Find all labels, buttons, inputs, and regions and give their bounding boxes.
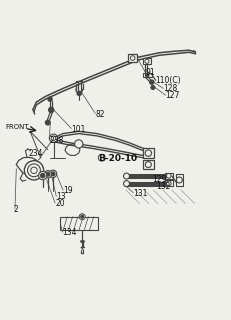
Circle shape	[98, 154, 105, 161]
Circle shape	[46, 172, 50, 176]
Circle shape	[167, 181, 171, 186]
Circle shape	[51, 172, 55, 176]
Circle shape	[131, 56, 135, 60]
Circle shape	[24, 161, 44, 180]
Text: 132: 132	[156, 182, 171, 191]
Circle shape	[49, 108, 54, 112]
Circle shape	[49, 170, 57, 178]
Text: 13: 13	[56, 192, 66, 201]
Text: 131: 131	[134, 189, 148, 198]
Circle shape	[124, 173, 130, 179]
FancyBboxPatch shape	[143, 73, 152, 77]
Text: 110(C): 110(C)	[156, 76, 181, 85]
FancyBboxPatch shape	[176, 174, 183, 186]
Circle shape	[145, 59, 149, 63]
Text: 238: 238	[49, 136, 64, 145]
FancyBboxPatch shape	[143, 160, 154, 169]
Text: FRONT: FRONT	[6, 124, 29, 130]
Text: 19: 19	[63, 187, 73, 196]
Circle shape	[176, 177, 182, 183]
Circle shape	[81, 215, 84, 218]
Text: 2: 2	[13, 205, 18, 214]
Text: B-20-10: B-20-10	[98, 154, 137, 163]
Circle shape	[41, 173, 45, 178]
Circle shape	[48, 97, 52, 101]
Circle shape	[51, 136, 56, 140]
FancyBboxPatch shape	[128, 54, 137, 62]
Circle shape	[150, 80, 154, 84]
Text: 129: 129	[152, 175, 166, 184]
Text: 234: 234	[28, 149, 43, 158]
Text: 82: 82	[95, 109, 105, 119]
FancyBboxPatch shape	[60, 217, 98, 230]
Circle shape	[39, 172, 47, 180]
Circle shape	[46, 120, 50, 125]
Circle shape	[77, 91, 81, 95]
Text: 128: 128	[163, 84, 177, 93]
Circle shape	[31, 167, 37, 173]
Circle shape	[145, 162, 151, 168]
Circle shape	[75, 140, 83, 148]
Circle shape	[79, 214, 85, 220]
FancyBboxPatch shape	[165, 180, 173, 187]
Text: 134: 134	[63, 228, 77, 237]
Text: 20: 20	[55, 199, 65, 208]
FancyBboxPatch shape	[165, 173, 173, 179]
Circle shape	[151, 85, 155, 90]
FancyBboxPatch shape	[143, 148, 154, 158]
Text: 91: 91	[145, 68, 155, 77]
Text: 127: 127	[166, 91, 180, 100]
Circle shape	[49, 134, 58, 142]
Circle shape	[145, 150, 152, 156]
Circle shape	[146, 74, 149, 77]
FancyBboxPatch shape	[143, 58, 151, 65]
Circle shape	[44, 171, 52, 178]
Circle shape	[27, 164, 40, 177]
Circle shape	[152, 86, 154, 89]
Circle shape	[124, 181, 130, 187]
Circle shape	[167, 173, 171, 178]
Text: 101: 101	[71, 124, 86, 133]
